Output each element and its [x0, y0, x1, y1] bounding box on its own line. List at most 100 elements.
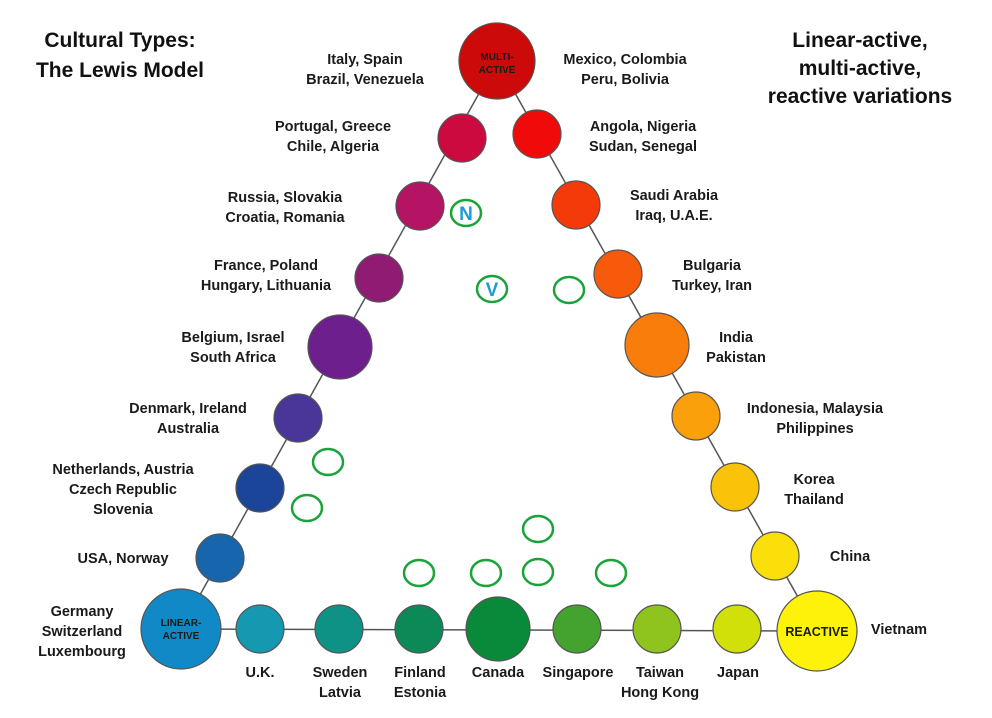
- subtitle-block: Linear-active, multi-active, reactive va…: [768, 29, 952, 108]
- ring: [311, 447, 345, 477]
- label-netherlands-austria-2: Czech Republic: [69, 482, 177, 498]
- linear-active-node: [140, 588, 222, 670]
- ring: [521, 514, 555, 544]
- label-portugal-greece-1: Portugal, Greece: [275, 119, 391, 135]
- node-sweden: [314, 604, 364, 654]
- label-bulgaria-1: Bulgaria: [683, 258, 742, 274]
- label-denmark-ireland-2: Australia: [157, 421, 220, 437]
- marker-n-label: N: [459, 204, 473, 225]
- ring-n: [449, 198, 483, 228]
- right-side-labels: Mexico, Colombia Peru, Bolivia Angola, N…: [563, 52, 927, 638]
- multi-active-label-2: ACTIVE: [479, 65, 516, 76]
- marker-v-label: V: [486, 280, 499, 301]
- node-canada: [465, 596, 531, 662]
- apex-reactive: REACTIVE: [776, 590, 858, 672]
- label-sweden-1: Sweden: [313, 665, 368, 681]
- ring: [290, 493, 324, 523]
- node-france-poland: [354, 253, 404, 303]
- label-france-poland-2: Hungary, Lithuania: [201, 278, 332, 294]
- label-mexico-2: Peru, Bolivia: [581, 72, 670, 88]
- reactive-node: [776, 590, 858, 672]
- node-denmark-ireland: [273, 393, 323, 443]
- node-finland: [394, 604, 444, 654]
- node-netherlands-austria: [235, 463, 285, 513]
- title-line-2: The Lewis Model: [36, 59, 204, 82]
- subtitle-line-2: multi-active,: [799, 57, 922, 80]
- bottom-side-labels: U.K. Sweden Latvia Finland Estonia Canad…: [246, 665, 759, 701]
- label-taiwan-1: Taiwan: [636, 665, 684, 681]
- node-bulgaria: [593, 249, 643, 299]
- label-japan: Japan: [717, 665, 759, 681]
- label-netherlands-austria-1: Netherlands, Austria: [52, 462, 194, 478]
- label-uk: U.K.: [246, 665, 275, 681]
- label-india-1: India: [719, 330, 754, 346]
- linear-active-label-2: ACTIVE: [163, 631, 200, 642]
- label-france-poland-1: France, Poland: [214, 258, 318, 274]
- ring: [402, 558, 436, 588]
- ring: [594, 558, 628, 588]
- label-saudi-2: Iraq, U.A.E.: [635, 208, 712, 224]
- label-italy-spain-2: Brazil, Venezuela: [306, 72, 425, 88]
- label-italy-spain-1: Italy, Spain: [327, 52, 402, 68]
- label-mexico-1: Mexico, Colombia: [563, 52, 687, 68]
- label-usa-norway: USA, Norway: [77, 551, 168, 567]
- label-angola-1: Angola, Nigeria: [590, 119, 697, 135]
- left-side-nodes: [195, 113, 487, 583]
- left-side-labels: Italy, Spain Brazil, Venezuela Portugal,…: [38, 52, 425, 660]
- reactive-label: REACTIVE: [785, 625, 848, 639]
- label-luxembourg: Luxembourg: [38, 644, 126, 660]
- label-korea-2: Thailand: [784, 492, 844, 508]
- right-side-nodes: [512, 109, 800, 581]
- node-indonesia: [671, 391, 721, 441]
- title-line-1: Cultural Types:: [44, 29, 195, 52]
- label-belgium-israel-1: Belgium, Israel: [181, 330, 284, 346]
- annotation-rings: [290, 198, 628, 588]
- label-netherlands-austria-3: Slovenia: [93, 502, 154, 518]
- node-angola-nigeria: [512, 109, 562, 159]
- bottom-side-nodes: [235, 596, 762, 662]
- node-usa-norway: [195, 533, 245, 583]
- linear-active-label-1: LINEAR-: [161, 618, 202, 629]
- label-germany: Germany: [51, 604, 114, 620]
- label-portugal-greece-2: Chile, Algeria: [287, 139, 380, 155]
- label-sweden-2: Latvia: [319, 685, 362, 701]
- label-finland-2: Estonia: [394, 685, 447, 701]
- node-russia-slovakia: [395, 181, 445, 231]
- node-taiwan: [632, 604, 682, 654]
- label-indonesia-1: Indonesia, Malaysia: [747, 401, 884, 417]
- label-taiwan-2: Hong Kong: [621, 685, 699, 701]
- label-angola-2: Sudan, Senegal: [589, 139, 697, 155]
- apex-linear-active: LINEAR- ACTIVE: [140, 588, 222, 670]
- node-belgium-israel: [307, 314, 373, 380]
- label-belgium-israel-2: South Africa: [190, 350, 277, 366]
- node-india: [624, 312, 690, 378]
- multi-active-label-1: MULTI-: [480, 52, 513, 63]
- label-russia-slovakia-1: Russia, Slovakia: [228, 190, 343, 206]
- triangle-edges: [180, 60, 818, 632]
- node-china: [750, 531, 800, 581]
- label-indonesia-2: Philippines: [776, 421, 853, 437]
- multi-active-node: [458, 22, 536, 100]
- subtitle-line-1: Linear-active,: [792, 29, 927, 52]
- node-japan: [712, 604, 762, 654]
- subtitle-line-3: reactive variations: [768, 85, 952, 108]
- label-india-2: Pakistan: [706, 350, 766, 366]
- ring-v: [475, 274, 509, 304]
- label-bulgaria-2: Turkey, Iran: [672, 278, 752, 294]
- label-finland-1: Finland: [394, 665, 446, 681]
- label-canada: Canada: [472, 665, 525, 681]
- label-denmark-ireland-1: Denmark, Ireland: [129, 401, 247, 417]
- label-switzerland: Switzerland: [42, 624, 123, 640]
- label-china: China: [830, 549, 871, 565]
- node-saudi-arabia: [551, 180, 601, 230]
- label-vietnam: Vietnam: [871, 622, 927, 638]
- ring: [521, 557, 555, 587]
- label-russia-slovakia-2: Croatia, Romania: [225, 210, 345, 226]
- node-uk: [235, 604, 285, 654]
- label-saudi-1: Saudi Arabia: [630, 188, 719, 204]
- label-korea-1: Korea: [793, 472, 835, 488]
- label-singapore: Singapore: [543, 665, 614, 681]
- ring: [552, 275, 586, 305]
- node-portugal-greece: [437, 113, 487, 163]
